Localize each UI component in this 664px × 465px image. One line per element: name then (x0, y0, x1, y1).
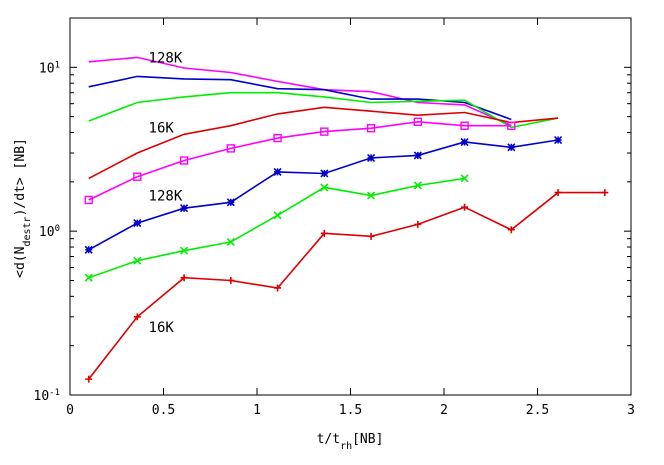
data-point (507, 143, 516, 152)
data-point (226, 144, 236, 153)
data-point (367, 232, 375, 240)
plot-frame (69, 17, 632, 396)
y-tick-label: 101 (39, 60, 60, 76)
data-point (133, 313, 141, 321)
data-point (366, 124, 376, 133)
series-line-8 (88, 191, 605, 380)
data-point (554, 135, 563, 145)
data-point (460, 137, 469, 147)
x-tick-label: 3 (627, 403, 635, 418)
data-point (226, 237, 235, 246)
data-point (179, 156, 189, 165)
data-point (274, 284, 282, 292)
x-tick-label: 0.5 (152, 403, 175, 418)
y-tick-label: 100 (39, 224, 60, 240)
x-tick-label: 0 (66, 403, 74, 418)
data-point (320, 169, 329, 178)
data-point (180, 246, 189, 255)
data-point (320, 229, 328, 237)
series-line-5 (88, 120, 512, 201)
data-point (414, 220, 422, 228)
series-annotation: 16K (149, 320, 175, 336)
series-annotation: 128K (149, 50, 183, 66)
data-point (461, 203, 469, 211)
data-point (601, 189, 609, 197)
data-point (367, 153, 376, 162)
series-line-7 (88, 177, 465, 279)
data-point (133, 172, 142, 181)
series-line-4 (88, 106, 559, 180)
data-point (413, 181, 422, 190)
y-axis-label: <d(Ndestr)/dt> [NB] (13, 138, 33, 278)
x-tick-label: 2 (440, 403, 448, 418)
data-point (84, 195, 93, 205)
series-line-1 (88, 56, 512, 127)
data-point (320, 127, 329, 136)
data-point (273, 167, 282, 176)
data-point (460, 174, 469, 183)
x-tick-label: 1.5 (339, 403, 362, 418)
data-point (413, 151, 422, 160)
data-point (507, 226, 515, 234)
x-tick-label: 2.5 (526, 403, 549, 418)
series-annotation: 128K (149, 189, 183, 205)
y-tick-label: 10-1 (34, 388, 61, 404)
data-point (133, 256, 142, 265)
data-point (226, 198, 235, 207)
data-point (180, 204, 189, 213)
data-point (227, 276, 235, 284)
series-annotation: 16K (149, 120, 175, 136)
x-tick-label: 1 (253, 403, 261, 418)
data-point (84, 273, 93, 282)
data-point (273, 211, 282, 220)
data-point (554, 189, 562, 197)
data-point (84, 245, 93, 254)
data-point (133, 219, 142, 228)
data-point (507, 121, 516, 130)
data-point (180, 274, 188, 282)
data-point (460, 121, 469, 130)
x-axis-label: t/trh[NB] (317, 432, 384, 452)
series-line-3 (88, 91, 559, 129)
data-point (85, 375, 93, 383)
data-point (367, 191, 376, 200)
data-point (273, 133, 282, 143)
data-point (413, 117, 423, 127)
data-point (320, 183, 329, 192)
